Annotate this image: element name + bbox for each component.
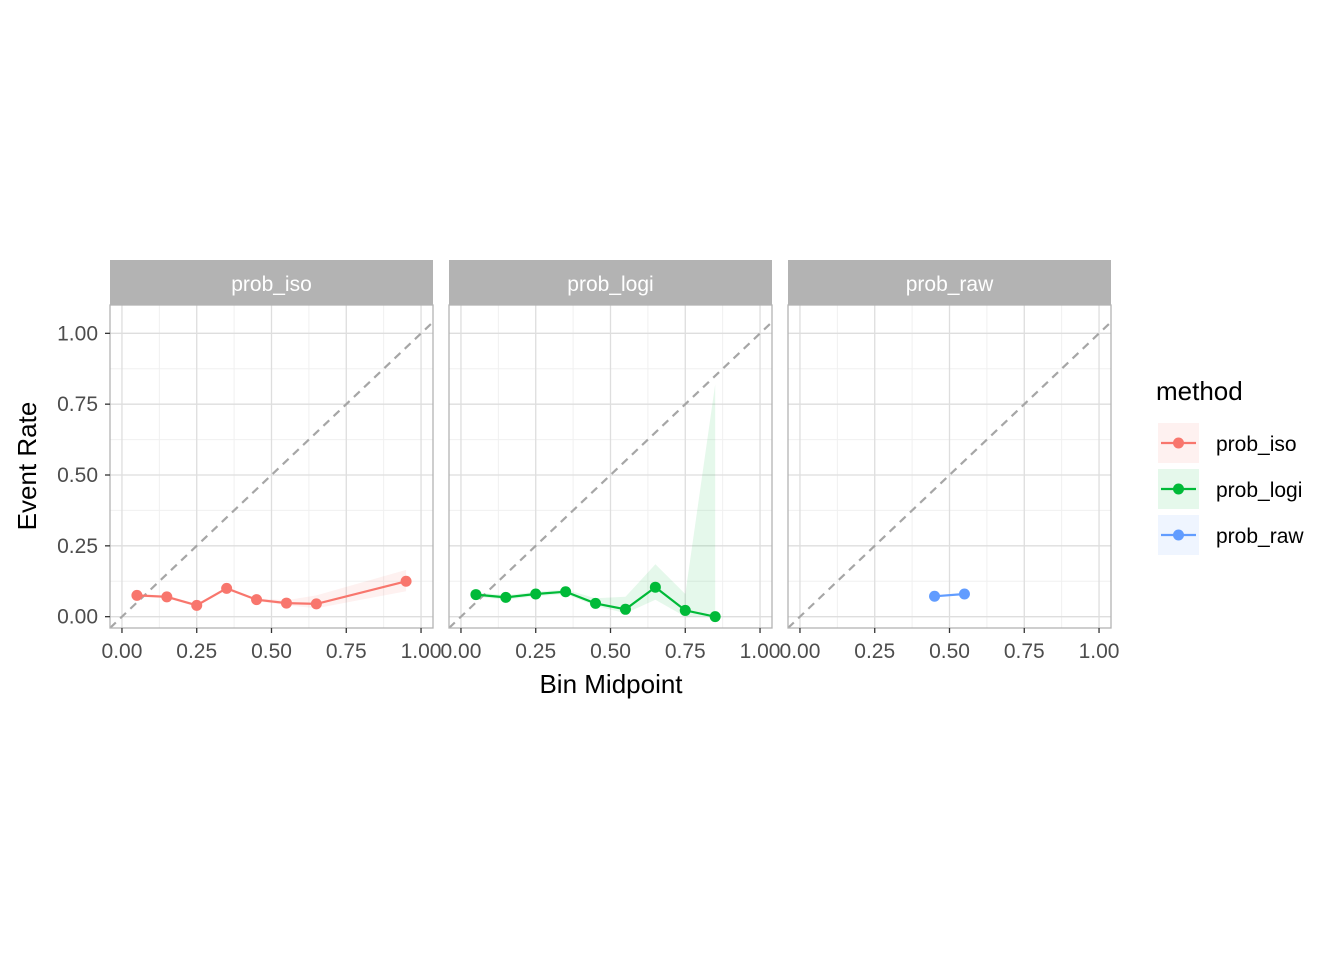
data-point-prob_iso	[310, 598, 322, 610]
y-tick-label: 0.75	[57, 393, 98, 416]
x-tick-label: 0.75	[665, 640, 706, 663]
confidence-ribbon-prob_logi	[475, 384, 716, 617]
data-point-prob_logi	[560, 586, 572, 598]
y-tick-label: 0.00	[57, 606, 98, 629]
data-point-prob_logi	[590, 597, 602, 609]
legend-item-prob_logi: prob_logi	[1158, 469, 1302, 509]
facet-panel-prob_logi: prob_logi 0.00 0.25 0.50 0.75 1.00	[441, 260, 781, 663]
data-point-prob_iso	[131, 589, 143, 601]
legend-label: prob_logi	[1216, 479, 1302, 502]
legend-label: prob_raw	[1216, 525, 1304, 548]
legend-item-prob_raw: prob_raw	[1158, 515, 1304, 555]
x-tick-label: 0.00	[102, 640, 143, 663]
x-tick-label: 1.00	[1079, 640, 1120, 663]
x-tick-label: 1.00	[401, 640, 442, 663]
data-point-prob_raw	[958, 588, 970, 600]
facet-strip	[788, 260, 1111, 305]
y-axis-title: Event Rate	[12, 402, 42, 531]
data-point-prob_logi	[530, 588, 542, 600]
x-tick-label: 0.00	[441, 640, 482, 663]
x-tick-label: 0.00	[780, 640, 821, 663]
data-point-prob_iso	[251, 594, 263, 606]
facet-strip-label: prob_raw	[906, 273, 994, 296]
data-point-prob_raw	[929, 590, 941, 602]
data-point-prob_iso	[191, 599, 203, 611]
facet-strip-label: prob_logi	[567, 273, 653, 296]
data-point-prob_iso	[161, 591, 173, 603]
panel-plot-area	[449, 321, 772, 628]
reference-diagonal-line	[110, 321, 433, 628]
x-tick-label: 0.25	[176, 640, 217, 663]
y-tick-label: 0.50	[57, 464, 98, 487]
legend-label: prob_iso	[1216, 433, 1297, 456]
facet-strip	[449, 260, 772, 305]
data-point-prob_logi	[709, 611, 721, 623]
reference-diagonal-line	[449, 321, 772, 628]
legend-key-point	[1173, 483, 1184, 495]
x-tick-label: 0.25	[515, 640, 556, 663]
panel-plot-area	[788, 321, 1111, 628]
legend: method prob_iso prob_logi prob_raw	[1156, 376, 1304, 555]
data-point-prob_iso	[280, 597, 292, 609]
data-point-prob_logi	[679, 604, 691, 616]
data-point-prob_logi	[470, 589, 482, 601]
facet-strip	[110, 260, 433, 305]
x-tick-label: 0.75	[326, 640, 367, 663]
data-point-prob_iso	[221, 582, 233, 594]
x-tick-label: 0.75	[1004, 640, 1045, 663]
x-axis-title: Bin Midpoint	[539, 669, 683, 699]
panel-plot-area	[110, 321, 433, 628]
data-point-prob_logi	[619, 603, 631, 615]
legend-title: method	[1156, 376, 1243, 406]
x-tick-label: 0.25	[854, 640, 895, 663]
x-tick-label: 1.00	[740, 640, 781, 663]
y-tick-label: 0.25	[57, 535, 98, 558]
data-point-prob_logi	[500, 591, 512, 603]
facet-panel-prob_raw: prob_raw 0.00 0.25 0.50 0.75 1.00	[780, 260, 1120, 663]
facet-panel-prob_iso: prob_iso 0.00 0.25 0.50 0.75 1.00 0.00 0.25 0.50…	[57, 260, 441, 663]
facet-strip-label: prob_iso	[231, 273, 312, 296]
legend-key-point	[1173, 437, 1184, 449]
data-point-prob_iso	[400, 575, 412, 587]
data-point-prob_logi	[649, 581, 661, 593]
x-tick-label: 0.50	[251, 640, 292, 663]
x-tick-label: 0.50	[590, 640, 631, 663]
y-tick-label: 1.00	[57, 322, 98, 345]
reference-diagonal-line	[788, 321, 1111, 628]
x-tick-label: 0.50	[929, 640, 970, 663]
legend-item-prob_iso: prob_iso	[1158, 423, 1297, 463]
legend-key-point	[1173, 529, 1184, 541]
legend-items: prob_iso prob_logi prob_raw	[1158, 423, 1304, 555]
